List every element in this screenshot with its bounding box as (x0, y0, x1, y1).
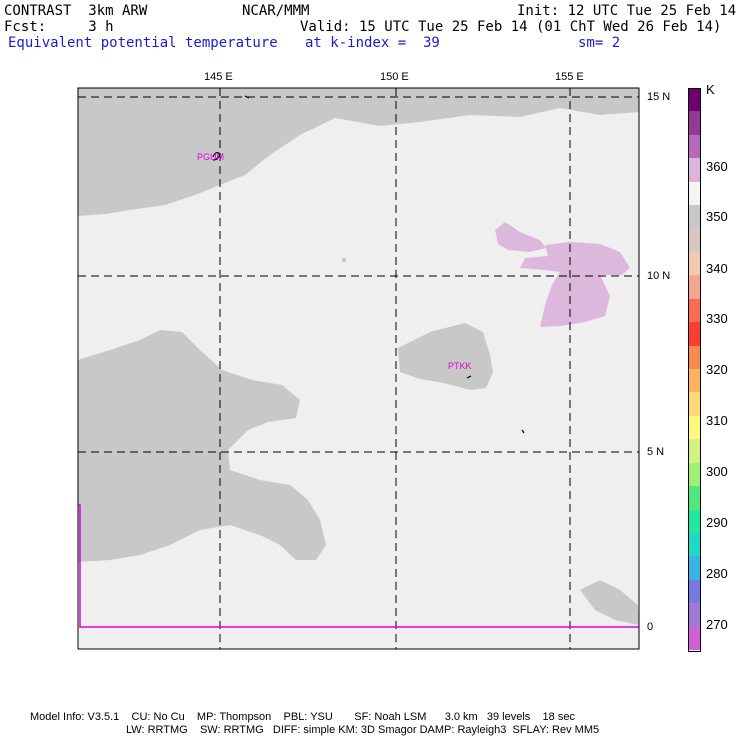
high-theta-north (495, 222, 546, 252)
forecast-hour: Fcst: 3 h (4, 19, 114, 35)
colorbar-label-300: 300 (706, 464, 728, 479)
init-time: Init: 12 UTC Tue 25 Feb 14 (517, 3, 737, 19)
high-theta-speck (342, 258, 346, 262)
colorbar-label-290: 290 (706, 515, 728, 530)
high-theta-areas (342, 222, 630, 327)
valid-time: Valid: 15 UTC Tue 25 Feb 14 (01 ChT Wed … (300, 19, 722, 35)
level-index: at k-index = 39 (305, 35, 440, 51)
colorbar-frame (688, 88, 701, 652)
land-southwest (78, 330, 326, 562)
lat-label-15n: 15 N (647, 91, 671, 103)
lat-label-0: 0 (647, 621, 654, 633)
colorbar-label-310: 310 (706, 413, 728, 428)
colorbar-label-280: 280 (706, 566, 728, 581)
lat-label-10n: 10 N (647, 270, 671, 282)
model-info-line2: LW: RRTMG SW: RRTMG DIFF: simple KM: 3D … (126, 724, 600, 736)
station-pgum: PGUM (197, 152, 224, 162)
colorbar-label-340: 340 (706, 261, 728, 276)
domain-boundary (78, 504, 639, 628)
organization-label: NCAR/MMM (242, 3, 310, 19)
model-info-line1: Model Info: V3.5.1 CU: No Cu MP: Thompso… (30, 711, 575, 723)
model-title: CONTRAST 3km ARW (4, 3, 148, 19)
land-island-center (398, 323, 493, 390)
land-areas (78, 88, 639, 625)
station-ptkk: PTKK (448, 361, 472, 371)
colorbar-label-320: 320 (706, 362, 728, 377)
colorbar-label-330: 330 (706, 311, 728, 326)
land-north (78, 88, 639, 216)
colorbar-label-270: 270 (706, 617, 728, 632)
graticule (78, 88, 639, 649)
colorbar-label-360: 360 (706, 159, 728, 174)
high-theta-east (520, 242, 630, 327)
colorbar-label-350: 350 (706, 209, 728, 224)
map-frame (77, 87, 640, 650)
lon-label-145: 145 E (204, 71, 233, 83)
smoothing-value: sm= 2 (578, 35, 621, 51)
field-name: Equivalent potential temperature (8, 35, 278, 51)
land-southeast (580, 580, 639, 625)
colorbar-unit: K (706, 82, 715, 97)
lat-label-5n: 5 N (647, 446, 665, 458)
coast-features (212, 95, 525, 434)
lon-label-155: 155 E (555, 71, 584, 83)
lon-label-150: 150 E (380, 71, 409, 83)
